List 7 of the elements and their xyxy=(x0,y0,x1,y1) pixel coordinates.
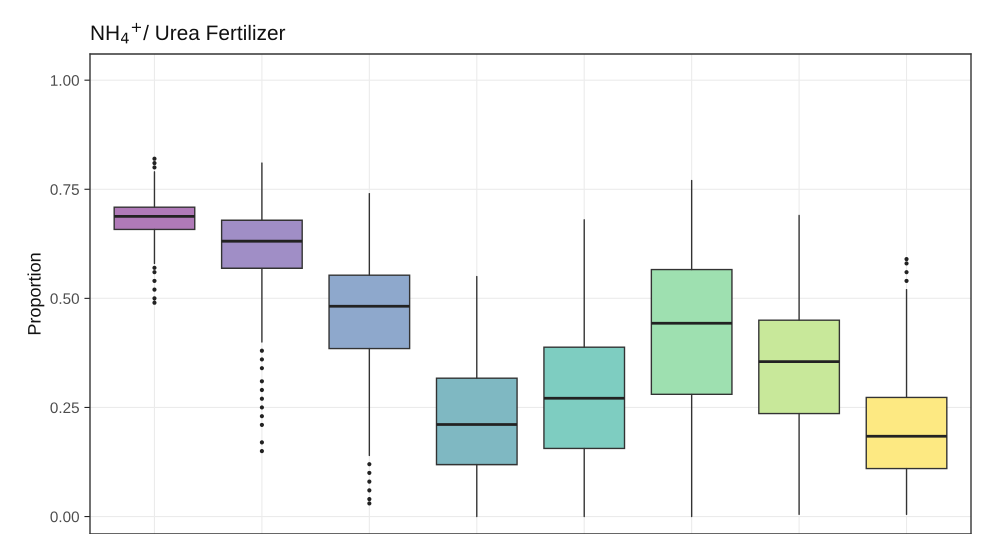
y-tick-label: 0.50 xyxy=(50,293,79,304)
y-tick-label: 0.00 xyxy=(50,511,79,522)
y-tick-label: 0.75 xyxy=(50,184,79,195)
y-tick-label: 0.25 xyxy=(50,402,79,414)
chart-title: NH$_{4}$$^{+}$/ Urea Fertilizer xyxy=(92,22,286,44)
y-axis-title: Proportion xyxy=(27,254,44,334)
y-tick-label: 1.00 xyxy=(51,75,79,86)
